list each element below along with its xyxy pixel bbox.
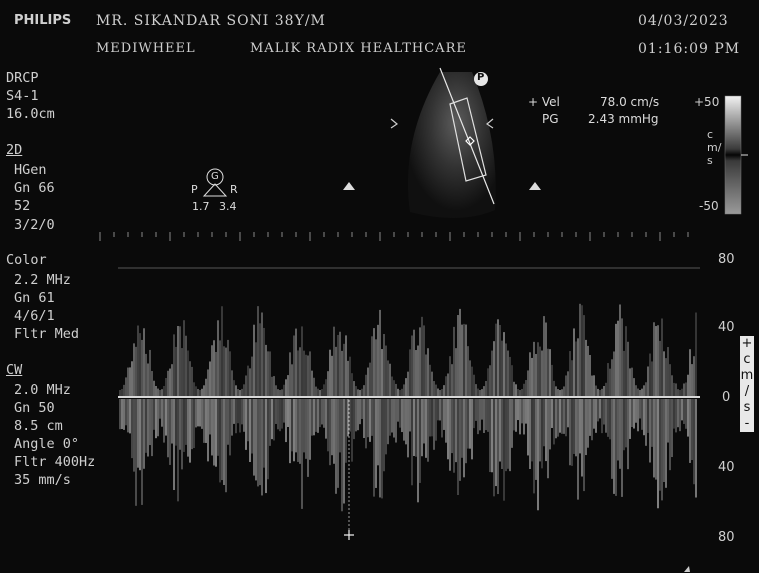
velocity-tick: 80 [718,252,735,267]
mode-color-line: Fltr Med [14,326,80,342]
color-scale-top: +50 [694,95,720,109]
transducer-label: S4-1 [6,88,39,104]
position-triangle [202,183,228,197]
end-marker [684,566,690,572]
mode-cw-line: 35 mm/s [14,472,71,488]
orientation-circle [474,72,488,86]
exam-date: 04/03/2023 [638,13,729,29]
mode-2d-title: 2D [6,142,23,158]
color-scale-bottom: -50 [699,199,719,213]
r-label: R [230,183,238,196]
cursor-cross [344,530,354,540]
orientation-marker: P [477,72,485,83]
mode-cw-line: Gn 50 [14,400,55,416]
triangle-marker [529,182,541,190]
mode-cw-line: 2.0 MHz [14,382,71,398]
velocity-tick: 40 [718,460,735,475]
mode-cw-line: Angle 0° [14,436,80,452]
preset-label: DRCP [6,70,39,86]
position-value-2: 3.4 [219,200,237,213]
velocity-tick: 0 [722,390,731,405]
velocity-tick: 40 [718,320,735,335]
g-marker: G [211,171,219,182]
depth-label: 16.0cm [6,106,55,122]
velocity-value: 78.0 cm/s [600,95,660,109]
patient-name: MR. SIKANDAR SONI 38Y/M [96,13,326,29]
color-box [449,97,487,182]
pg-label: PG [542,112,559,126]
cw-cursor-line [439,67,495,205]
mode-color-title: Color [6,252,47,268]
brand-logo: PHILIPS [14,13,72,28]
mode-cw-title: CW [6,362,23,378]
mode-color-line: 4/6/1 [14,308,55,324]
mode-cw-line: Fltr 400Hz [14,454,96,470]
doppler-waveform [119,303,697,512]
right-marker [485,118,494,129]
sample-gate-marker [465,136,475,146]
facility-name: MEDIWHEEL [96,41,196,56]
pg-value: 2.43 mmHg [588,112,659,126]
mode-cw-line: 8.5 cm [14,418,63,434]
facility-name-2: MALIK RADIX HEALTHCARE [250,41,467,56]
position-value-1: 1.7 [192,200,210,213]
mode-2d-line: Gn 66 [14,180,55,196]
mode-2d-line: 52 [14,198,31,214]
mode-2d-line: HGen [14,162,47,178]
time-ruler [99,232,689,241]
p-label: P [191,183,198,196]
mode-2d-line: 3/2/0 [14,217,55,233]
exam-time: 01:16:09 PM [638,41,741,57]
velocity-tick: 80 [718,530,735,545]
velocity-label: + Vel [528,95,560,109]
mode-color-line: 2.2 MHz [14,272,71,288]
sector-fan [408,72,496,219]
velocity-unit-strip: + c m / s - [740,336,754,432]
g-circle [206,168,224,186]
left-marker [390,118,399,129]
triangle-marker [343,182,355,190]
mode-color-line: Gn 61 [14,290,55,306]
